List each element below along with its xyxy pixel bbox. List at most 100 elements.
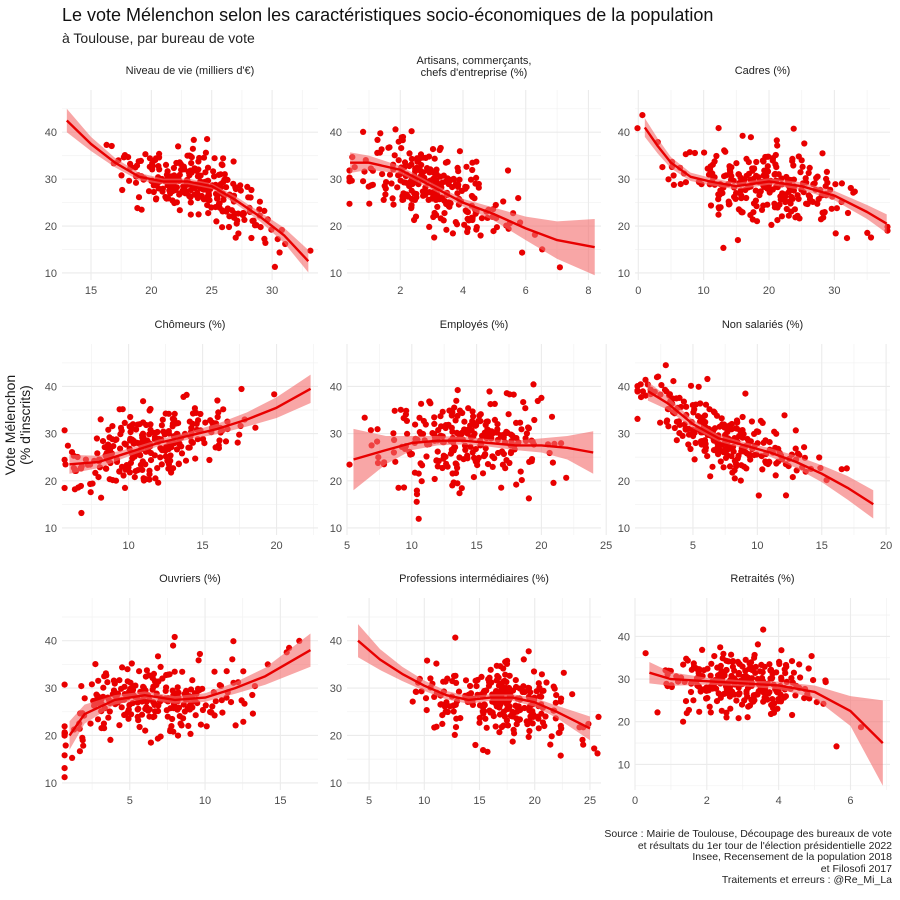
- panel-4: Chômeurs (%) 10 15 20 10 20 30 40: [45, 319, 318, 552]
- data-point: [742, 667, 749, 675]
- data-point: [720, 464, 727, 471]
- data-point: [237, 182, 244, 189]
- data-point: [792, 427, 799, 434]
- data-point: [125, 154, 132, 161]
- data-point: [400, 196, 407, 203]
- data-point: [715, 196, 722, 203]
- data-point: [733, 697, 740, 704]
- data-point: [135, 194, 143, 201]
- data-point: [121, 683, 128, 690]
- data-point: [832, 230, 839, 237]
- data-point: [406, 163, 413, 170]
- data-point: [506, 459, 513, 467]
- data-point: [687, 445, 694, 453]
- data-point: [62, 461, 69, 468]
- data-point: [448, 412, 455, 419]
- data-point: [713, 685, 720, 692]
- data-point: [505, 411, 512, 418]
- data-point: [838, 466, 845, 473]
- data-point: [801, 140, 808, 147]
- data-point: [739, 132, 746, 139]
- data-point: [557, 752, 564, 759]
- data-point: [78, 509, 85, 517]
- data-point: [680, 661, 687, 668]
- x-tick-label: 10: [122, 540, 134, 552]
- data-point: [456, 454, 463, 461]
- data-point: [666, 391, 674, 398]
- data-point: [676, 421, 683, 428]
- x-tick-label: 0: [635, 285, 641, 297]
- data-point: [510, 726, 517, 734]
- data-point: [171, 410, 178, 417]
- data-point: [193, 420, 200, 427]
- data-point: [751, 697, 758, 704]
- data-point: [390, 201, 397, 208]
- data-point: [746, 702, 754, 709]
- data-point: [805, 665, 812, 672]
- data-point: [745, 159, 752, 166]
- data-point: [670, 395, 677, 402]
- data-point: [462, 183, 469, 190]
- data-point: [538, 671, 546, 678]
- data-point: [741, 463, 748, 470]
- data-point: [702, 447, 709, 454]
- data-point: [156, 150, 163, 157]
- data-point: [814, 200, 821, 207]
- data-point: [145, 188, 153, 195]
- panel-3: Cadres (%) 0 10 20 30 10 20 30 40: [618, 65, 891, 297]
- data-point: [819, 150, 826, 157]
- data-point: [109, 423, 116, 430]
- data-point: [682, 179, 690, 186]
- data-point: [692, 439, 699, 447]
- data-point: [461, 418, 468, 425]
- data-point: [550, 479, 557, 486]
- data-point: [113, 436, 120, 443]
- data-point: [525, 495, 533, 502]
- data-point: [549, 459, 557, 466]
- data-point: [150, 714, 157, 721]
- data-point: [425, 153, 433, 160]
- data-point: [525, 648, 532, 655]
- data-point: [416, 414, 423, 421]
- data-point: [450, 176, 457, 183]
- data-point: [735, 671, 742, 678]
- data-point: [516, 707, 524, 714]
- data-point: [753, 203, 760, 210]
- data-point: [197, 410, 204, 418]
- data-point: [423, 453, 430, 460]
- data-point: [726, 163, 733, 170]
- data-point: [433, 457, 440, 464]
- data-point: [797, 674, 804, 681]
- data-point: [492, 723, 499, 730]
- data-point: [738, 701, 746, 708]
- data-point: [526, 707, 533, 714]
- data-point: [464, 430, 471, 437]
- x-tick-label: 2: [397, 285, 403, 297]
- data-point: [495, 449, 502, 457]
- data-point: [180, 163, 187, 170]
- data-point: [689, 402, 696, 409]
- y-tick-label: 10: [330, 268, 342, 280]
- data-point: [418, 478, 425, 485]
- x-tick-label: 20: [880, 540, 892, 552]
- data-point: [794, 212, 801, 219]
- data-point: [162, 687, 169, 695]
- data-point: [220, 155, 227, 162]
- data-point: [422, 695, 430, 702]
- panel-title: Retraités (%): [730, 573, 794, 585]
- data-point: [139, 432, 146, 439]
- data-point: [704, 453, 711, 460]
- data-point: [441, 210, 448, 217]
- data-point: [728, 688, 736, 695]
- y-tick-label: 20: [618, 221, 630, 233]
- data-point: [232, 184, 239, 191]
- data-point: [212, 698, 219, 705]
- data-point: [392, 458, 399, 465]
- data-point: [789, 711, 796, 719]
- data-point: [228, 207, 235, 214]
- data-point: [215, 442, 222, 449]
- data-point: [726, 693, 734, 700]
- data-point: [699, 646, 706, 654]
- data-point: [665, 176, 672, 183]
- data-point: [530, 668, 538, 675]
